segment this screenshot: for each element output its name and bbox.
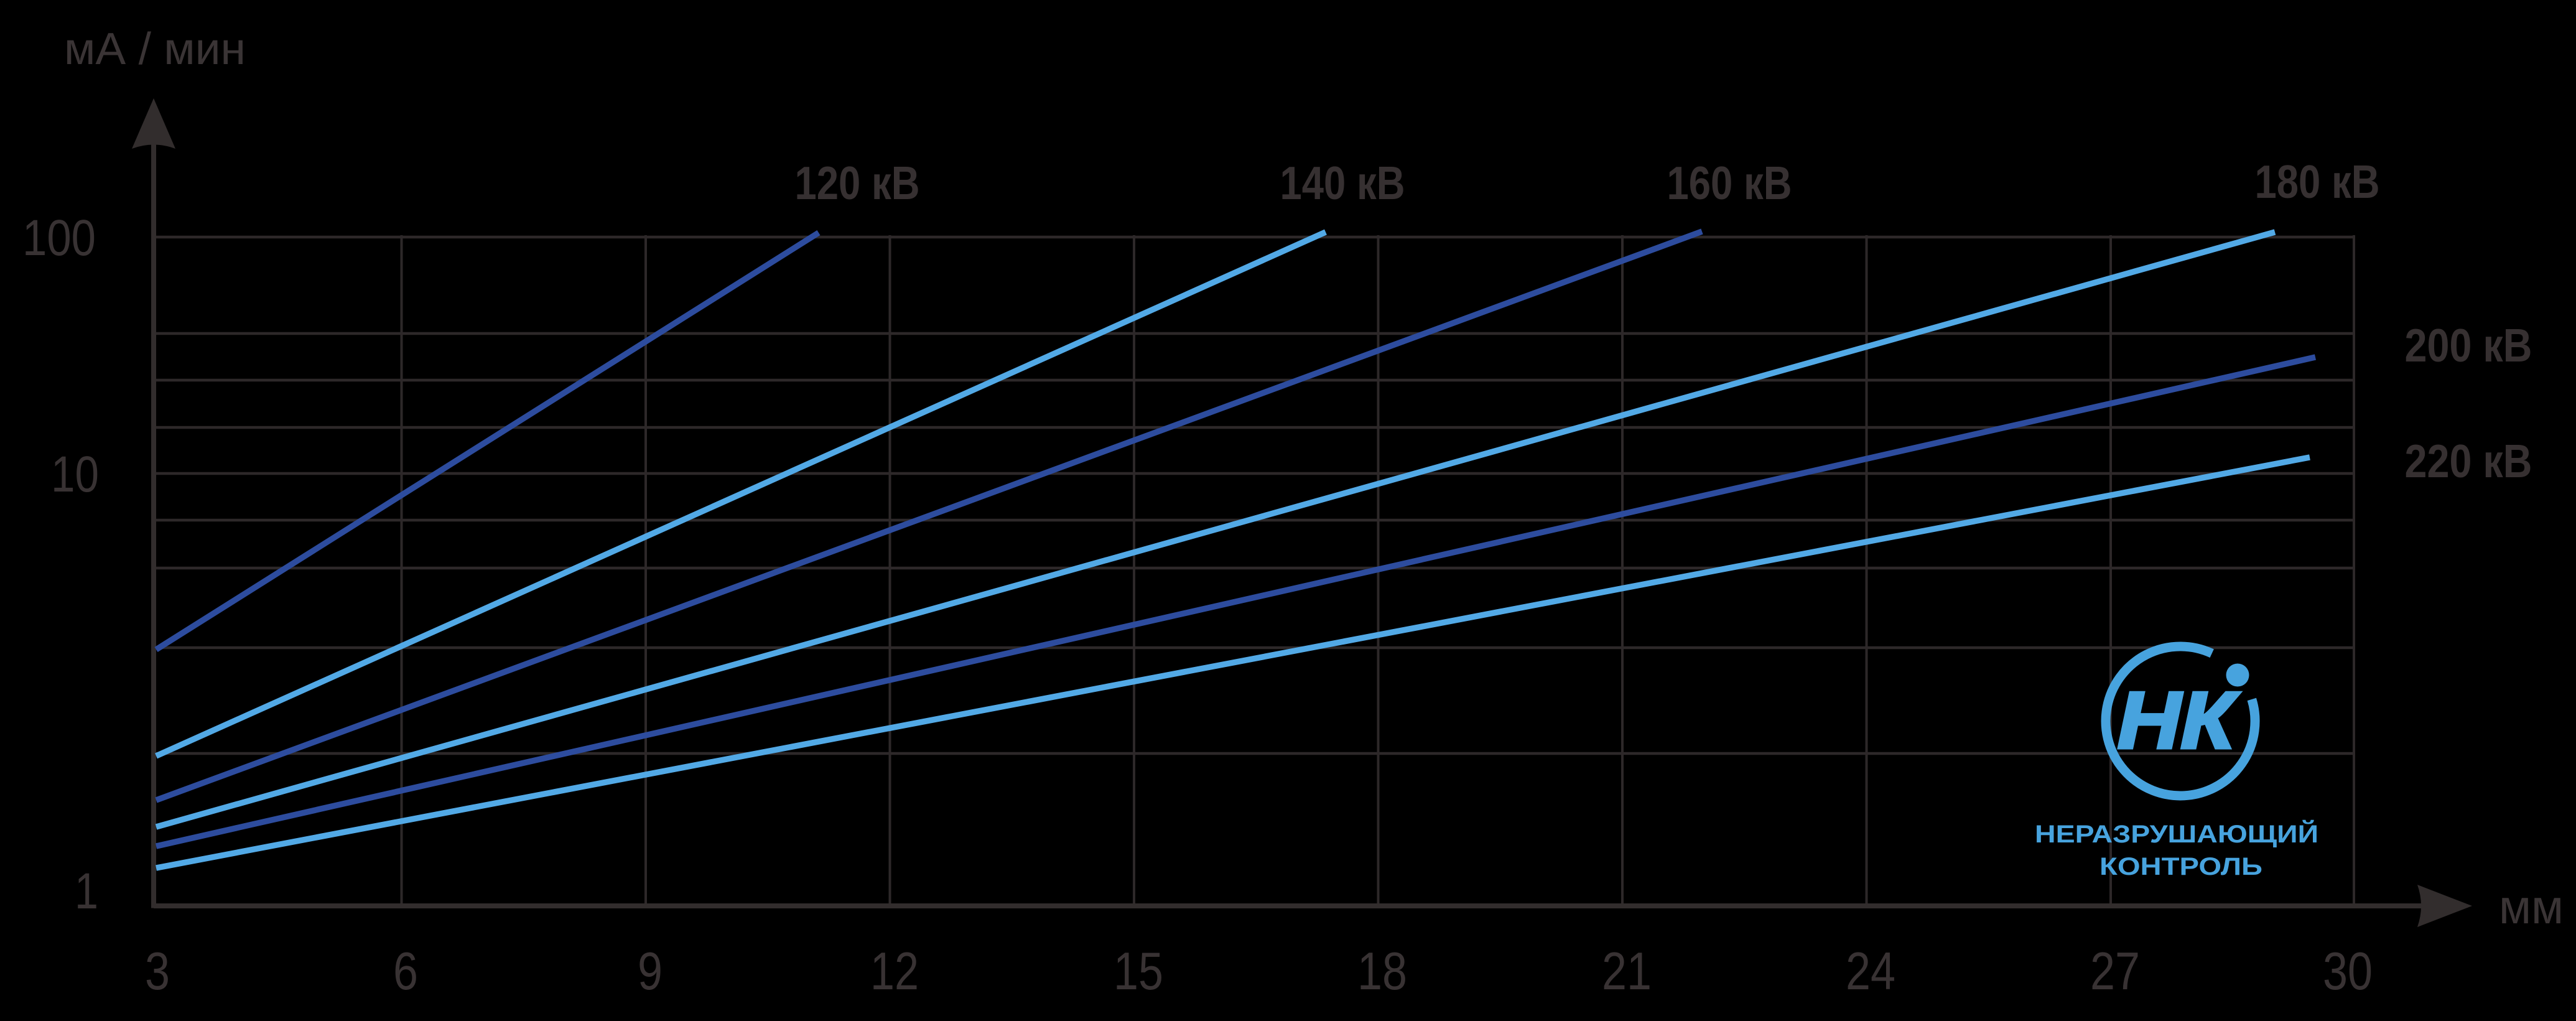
svg-text:НК: НК — [2118, 676, 2239, 765]
svg-text:18: 18 — [1357, 942, 1407, 1001]
svg-text:6: 6 — [393, 942, 418, 1001]
svg-text:1: 1 — [75, 863, 98, 920]
svg-text:3: 3 — [145, 942, 170, 1001]
svg-text:180 кВ: 180 кВ — [2255, 156, 2380, 208]
svg-text:мА / мин: мА / мин — [64, 24, 246, 74]
svg-text:120 кВ: 120 кВ — [795, 157, 920, 209]
svg-text:12: 12 — [870, 942, 919, 1001]
svg-text:9: 9 — [638, 942, 663, 1001]
svg-text:НЕРАЗРУШАЮЩИЙ: НЕРАЗРУШАЮЩИЙ — [2035, 819, 2318, 848]
svg-text:160 кВ: 160 кВ — [1667, 157, 1792, 209]
svg-text:КОНТРОЛЬ: КОНТРОЛЬ — [2099, 853, 2262, 880]
svg-text:27: 27 — [2090, 942, 2140, 1001]
svg-text:140 кВ: 140 кВ — [1280, 157, 1405, 209]
svg-text:30: 30 — [2323, 942, 2373, 1001]
svg-text:15: 15 — [1114, 942, 1163, 1001]
svg-text:200 кВ: 200 кВ — [2405, 319, 2532, 371]
svg-text:21: 21 — [1602, 942, 1652, 1001]
svg-text:мм: мм — [2499, 880, 2564, 934]
svg-text:100: 100 — [22, 210, 96, 266]
svg-text:10: 10 — [51, 446, 99, 503]
svg-text:24: 24 — [1846, 942, 1895, 1001]
svg-text:220 кВ: 220 кВ — [2405, 435, 2532, 487]
